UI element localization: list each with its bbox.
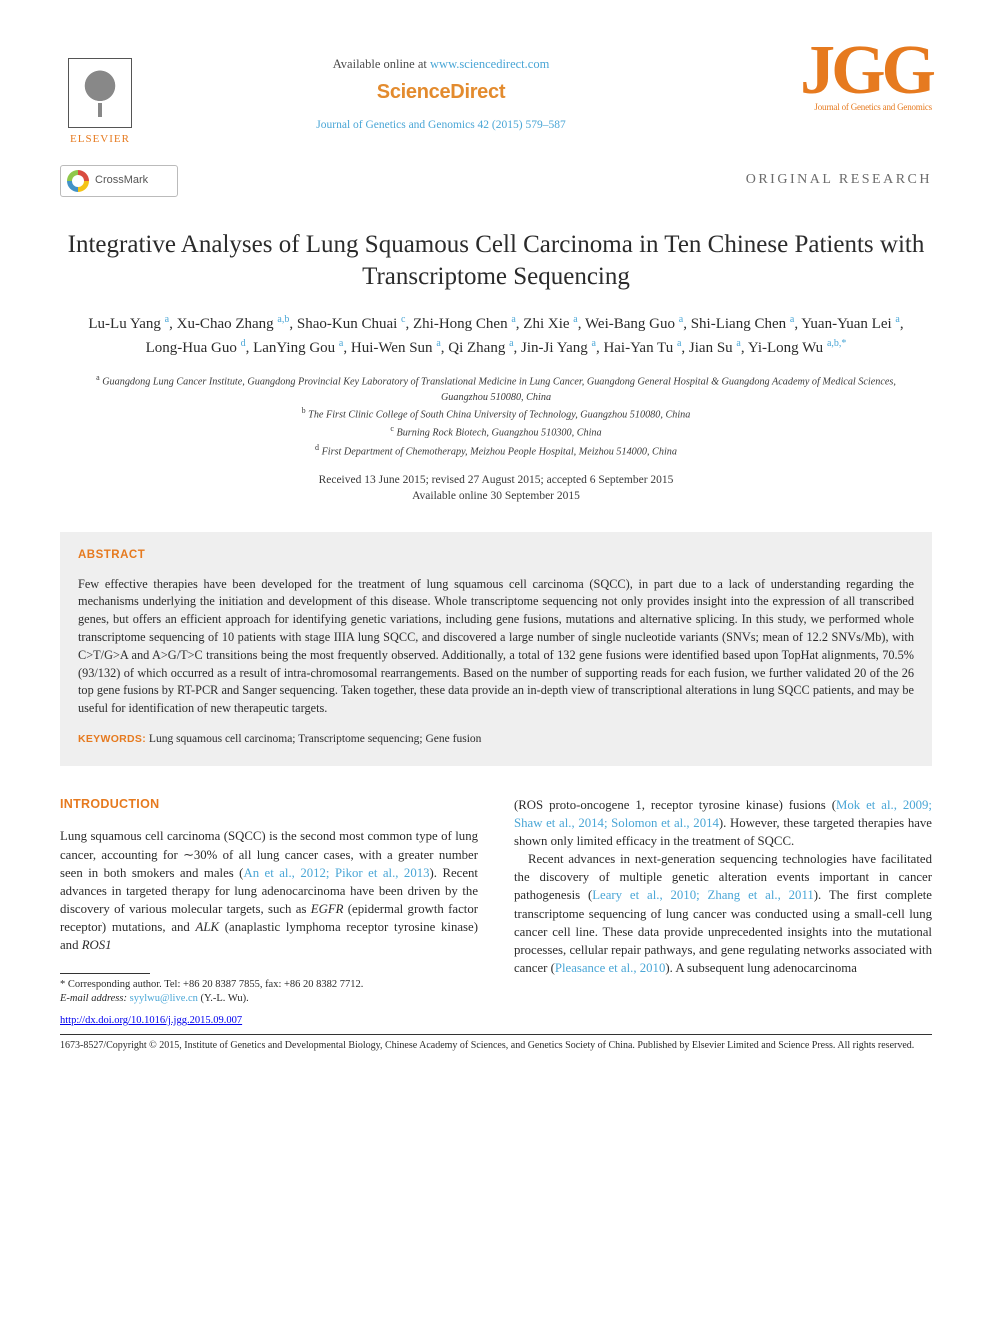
doi-line: http://dx.doi.org/10.1016/j.jgg.2015.09.… bbox=[60, 1014, 932, 1028]
keywords-line: KEYWORDS: Lung squamous cell carcinoma; … bbox=[78, 732, 914, 748]
corresponding-author: * Corresponding author. Tel: +86 20 8387… bbox=[60, 978, 478, 992]
jgg-subtitle: Journal of Genetics and Genomics bbox=[742, 101, 932, 113]
sciencedirect-logo: ScienceDirect bbox=[140, 79, 742, 106]
ref-an-pikor[interactable]: An et al., 2012; Pikor et al., 2013 bbox=[243, 866, 429, 880]
article-title: Integrative Analyses of Lung Squamous Ce… bbox=[60, 229, 932, 294]
abstract-box: ABSTRACT Few effective therapies have be… bbox=[60, 532, 932, 766]
intro-paragraph-1-right: (ROS proto-oncogene 1, receptor tyrosine… bbox=[514, 796, 932, 850]
corresponding-email-link[interactable]: syylwu@live.cn bbox=[130, 993, 198, 1004]
available-online-date: Available online 30 September 2015 bbox=[60, 488, 932, 504]
affiliation-a: a Guangdong Lung Cancer Institute, Guang… bbox=[90, 372, 902, 405]
affiliation-c: c Burning Rock Biotech, Guangzhou 510300… bbox=[90, 423, 902, 441]
footnotes: * Corresponding author. Tel: +86 20 8387… bbox=[60, 978, 478, 1006]
introduction-heading: INTRODUCTION bbox=[60, 796, 478, 814]
body-columns: INTRODUCTION Lung squamous cell carcinom… bbox=[60, 796, 932, 1006]
abstract-heading: ABSTRACT bbox=[78, 548, 914, 564]
header-top: ELSEVIER Available online at www.science… bbox=[60, 50, 932, 147]
elsevier-block: ELSEVIER bbox=[60, 58, 140, 147]
elsevier-tree-logo bbox=[68, 58, 132, 128]
affiliation-b: b The First Clinic College of South Chin… bbox=[90, 405, 902, 423]
affiliation-d: d First Department of Chemotherapy, Meiz… bbox=[90, 442, 902, 460]
journal-citation: Journal of Genetics and Genomics 42 (201… bbox=[140, 118, 742, 134]
center-header: Available online at www.sciencedirect.co… bbox=[140, 50, 742, 133]
dates-block: Received 13 June 2015; revised 27 August… bbox=[60, 472, 932, 504]
ref-pleasance[interactable]: Pleasance et al., 2010 bbox=[555, 961, 666, 975]
available-prefix: Available online at bbox=[333, 57, 430, 71]
intro-paragraph-2-right: Recent advances in next-generation seque… bbox=[514, 850, 932, 977]
elsevier-wordmark: ELSEVIER bbox=[70, 132, 130, 147]
sciencedirect-url-link[interactable]: www.sciencedirect.com bbox=[430, 57, 549, 71]
jgg-logo-block: JGG Journal of Genetics and Genomics bbox=[742, 44, 932, 113]
right-column: (ROS proto-oncogene 1, receptor tyrosine… bbox=[514, 796, 932, 1006]
crossmark-label: CrossMark bbox=[95, 173, 148, 188]
abstract-text: Few effective therapies have been develo… bbox=[78, 576, 914, 719]
article-type-label: ORIGINAL RESEARCH bbox=[746, 171, 932, 190]
crossmark-badge[interactable]: CrossMark bbox=[60, 165, 178, 197]
crossmark-icon bbox=[67, 170, 89, 192]
jgg-wordmark: JGG bbox=[742, 44, 932, 99]
ref-leary-zhang[interactable]: Leary et al., 2010; Zhang et al., 2011 bbox=[592, 888, 814, 902]
keywords-label: KEYWORDS: bbox=[78, 733, 146, 745]
keywords-text: Lung squamous cell carcinoma; Transcript… bbox=[149, 733, 481, 745]
footnote-rule bbox=[60, 973, 150, 974]
left-column: INTRODUCTION Lung squamous cell carcinom… bbox=[60, 796, 478, 1006]
email-line: E-mail address: syylwu@live.cn (Y.-L. Wu… bbox=[60, 992, 478, 1006]
copyright-bar: 1673-8527/Copyright © 2015, Institute of… bbox=[60, 1034, 932, 1053]
sciencedirect-wordmark: ScienceDirect bbox=[377, 81, 505, 103]
second-header-row: CrossMark ORIGINAL RESEARCH bbox=[60, 165, 932, 197]
intro-paragraph-1-left: Lung squamous cell carcinoma (SQCC) is t… bbox=[60, 827, 478, 954]
available-online-line: Available online at www.sciencedirect.co… bbox=[140, 56, 742, 73]
authors-list: Lu-Lu Yang a, Xu-Chao Zhang a,b, Shao-Ku… bbox=[60, 312, 932, 361]
doi-link[interactable]: http://dx.doi.org/10.1016/j.jgg.2015.09.… bbox=[60, 1015, 242, 1026]
received-revised-accepted: Received 13 June 2015; revised 27 August… bbox=[60, 472, 932, 488]
affiliations: a Guangdong Lung Cancer Institute, Guang… bbox=[60, 372, 932, 459]
